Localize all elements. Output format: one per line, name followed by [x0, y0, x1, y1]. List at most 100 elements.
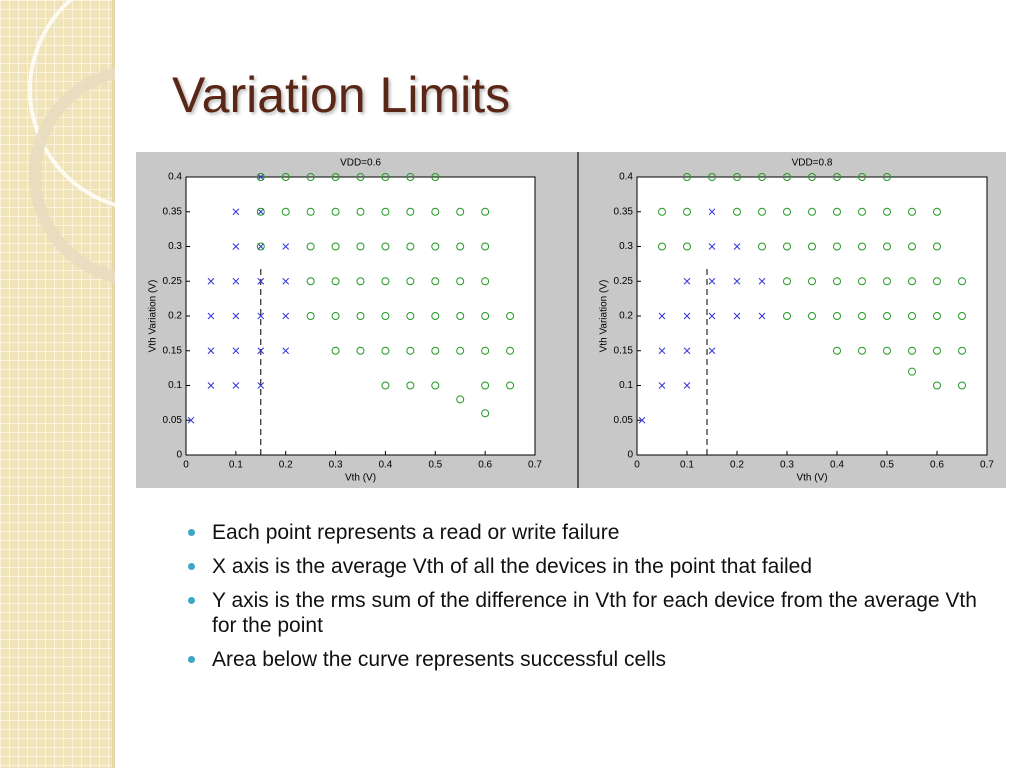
point-circle — [808, 277, 816, 286]
point-circle — [858, 242, 866, 251]
point-circle — [381, 242, 390, 251]
point-x — [282, 312, 290, 320]
point-circle — [356, 207, 365, 216]
y-tick-label: 0.3 — [168, 241, 182, 252]
point-circle — [833, 312, 841, 320]
point-circle — [406, 277, 415, 286]
point-circle — [958, 346, 966, 355]
plot-area — [636, 176, 988, 456]
y-tick-label: 0.25 — [614, 276, 634, 287]
point-circle — [708, 173, 716, 181]
y-tick-label: 0 — [176, 450, 182, 461]
point-circle — [908, 346, 916, 355]
point-circle — [431, 346, 440, 355]
point-circle — [431, 381, 440, 390]
point-circle — [858, 207, 866, 216]
point-x — [733, 243, 741, 250]
point-x — [257, 312, 265, 320]
point-circle — [331, 277, 340, 286]
point-circle — [356, 242, 365, 251]
point-circle — [783, 277, 791, 286]
point-circle — [431, 277, 440, 286]
point-circle — [381, 312, 390, 320]
x-tick-label: 0.5 — [880, 460, 894, 471]
bullet: Y axis is the rms sum of the difference … — [188, 588, 988, 638]
point-x — [207, 347, 215, 355]
y-tick-label: 0.3 — [619, 241, 633, 252]
bullet: X axis is the average Vth of all the dev… — [188, 554, 988, 579]
y-tick-label: 0.1 — [168, 380, 182, 391]
point-circle — [481, 381, 490, 390]
x-tick-label: 0.6 — [930, 460, 944, 471]
point-circle — [506, 381, 515, 390]
x-tick-label: 0.7 — [528, 460, 542, 471]
bullet: Area below the curve represents successf… — [188, 647, 988, 672]
point-circle — [933, 346, 941, 355]
point-circle — [883, 312, 891, 320]
point-x — [207, 382, 215, 389]
y-tick-label: 0.25 — [163, 276, 183, 287]
point-circle — [833, 207, 841, 216]
point-circle — [933, 277, 941, 286]
point-x — [232, 277, 240, 285]
x-tick-label: 0.2 — [730, 460, 744, 471]
point-circle — [481, 312, 490, 320]
point-circle — [883, 207, 891, 216]
point-circle — [481, 346, 490, 355]
y-tick-label: 0.4 — [619, 172, 633, 183]
point-circle — [958, 381, 966, 390]
x-axis-label: Vth (V) — [796, 473, 827, 484]
point-x — [758, 312, 766, 320]
point-circle — [933, 207, 941, 216]
y-tick-label: 0.15 — [614, 345, 634, 356]
point-circle — [833, 277, 841, 286]
point-circle — [456, 346, 465, 355]
y-tick-label: 0 — [627, 450, 633, 461]
point-circle — [658, 207, 666, 216]
point-x — [708, 243, 716, 250]
point-circle — [908, 367, 916, 376]
y-tick-label: 0.2 — [168, 311, 182, 322]
x-tick-label: 0.4 — [830, 460, 844, 471]
y-tick-label: 0.15 — [163, 345, 183, 356]
point-circle — [883, 242, 891, 251]
x-axis-label: Vth (V) — [345, 473, 376, 484]
point-circle — [808, 173, 816, 181]
point-circle — [481, 277, 490, 286]
point-x — [733, 277, 741, 285]
point-circle — [858, 173, 866, 181]
x-tick-label: 0.1 — [680, 460, 694, 471]
bullet: Each point represents a read or write fa… — [188, 520, 988, 545]
y-tick-label: 0.35 — [163, 206, 183, 217]
point-circle — [783, 207, 791, 216]
point-circle — [908, 277, 916, 286]
point-circle — [256, 242, 265, 251]
point-circle — [381, 207, 390, 216]
point-circle — [883, 277, 891, 286]
point-x — [257, 382, 265, 389]
point-circle — [933, 242, 941, 251]
point-circle — [381, 277, 390, 286]
point-x — [207, 312, 215, 320]
y-tick-label: 0.35 — [614, 206, 634, 217]
chart-title: VDD=0.8 — [792, 158, 833, 169]
point-x — [257, 208, 265, 216]
plot-area — [185, 176, 536, 456]
point-circle — [406, 242, 415, 251]
point-circle — [908, 242, 916, 251]
point-x — [658, 382, 666, 389]
point-circle — [506, 312, 515, 320]
point-circle — [381, 173, 390, 181]
point-circle — [481, 409, 490, 418]
point-x — [232, 347, 240, 355]
y-tick-label: 0.4 — [168, 172, 182, 183]
point-circle — [808, 207, 816, 216]
point-circle — [306, 207, 315, 216]
x-tick-label: 0.4 — [378, 460, 392, 471]
x-tick-label: 0.3 — [780, 460, 794, 471]
point-circle — [406, 312, 415, 320]
point-circle — [833, 173, 841, 181]
point-circle — [858, 277, 866, 286]
point-circle — [758, 173, 766, 181]
